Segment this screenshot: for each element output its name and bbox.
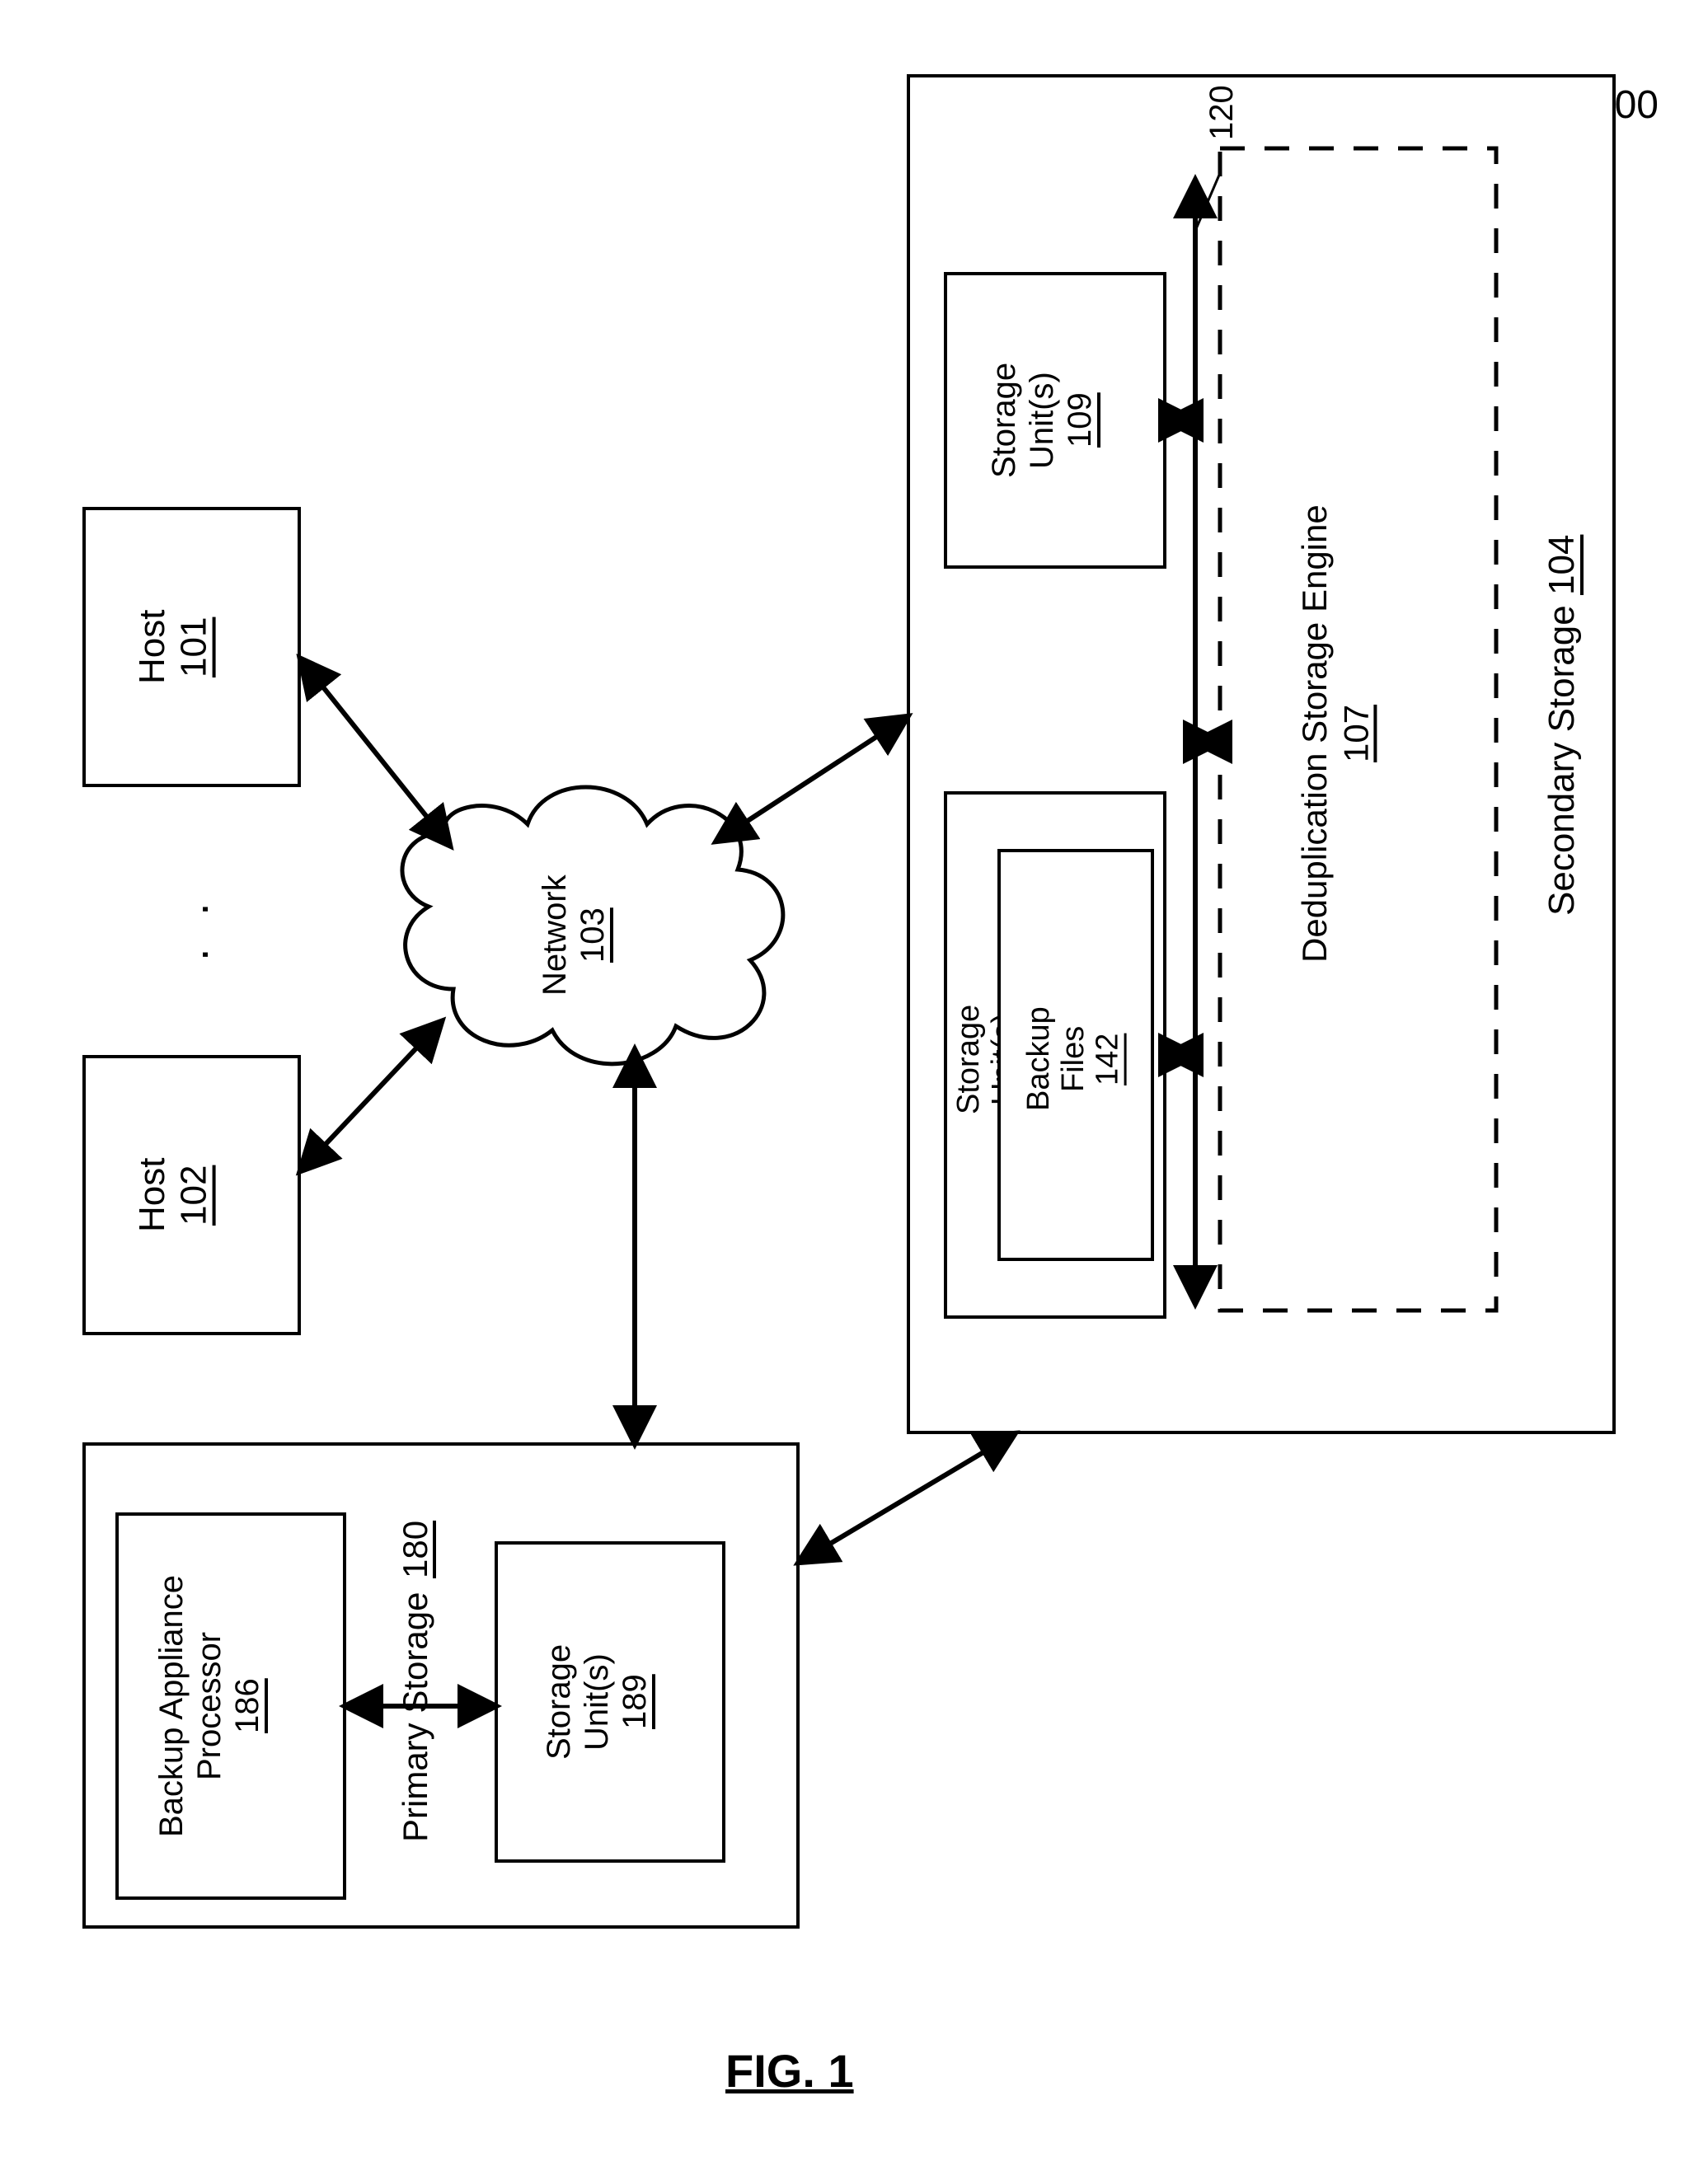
figure-caption: FIG. 1 bbox=[725, 2044, 854, 2098]
connectors-svg bbox=[0, 0, 1708, 2166]
